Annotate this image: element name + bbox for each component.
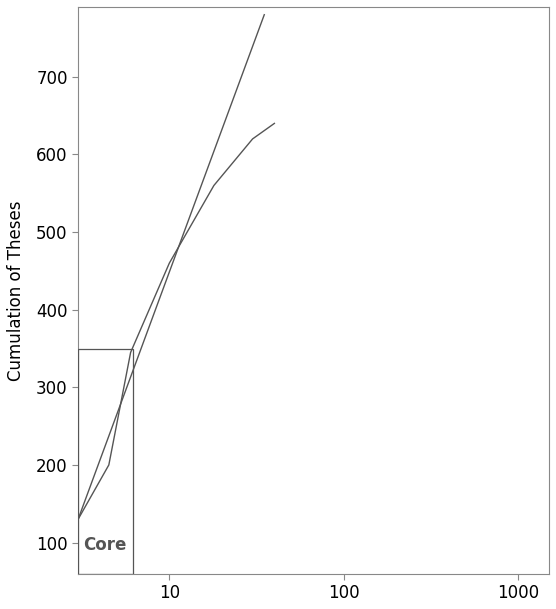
Y-axis label: Cumulation of Theses: Cumulation of Theses (7, 200, 25, 381)
Bar (78, 348, 133, 574)
Text: Core: Core (83, 537, 126, 554)
